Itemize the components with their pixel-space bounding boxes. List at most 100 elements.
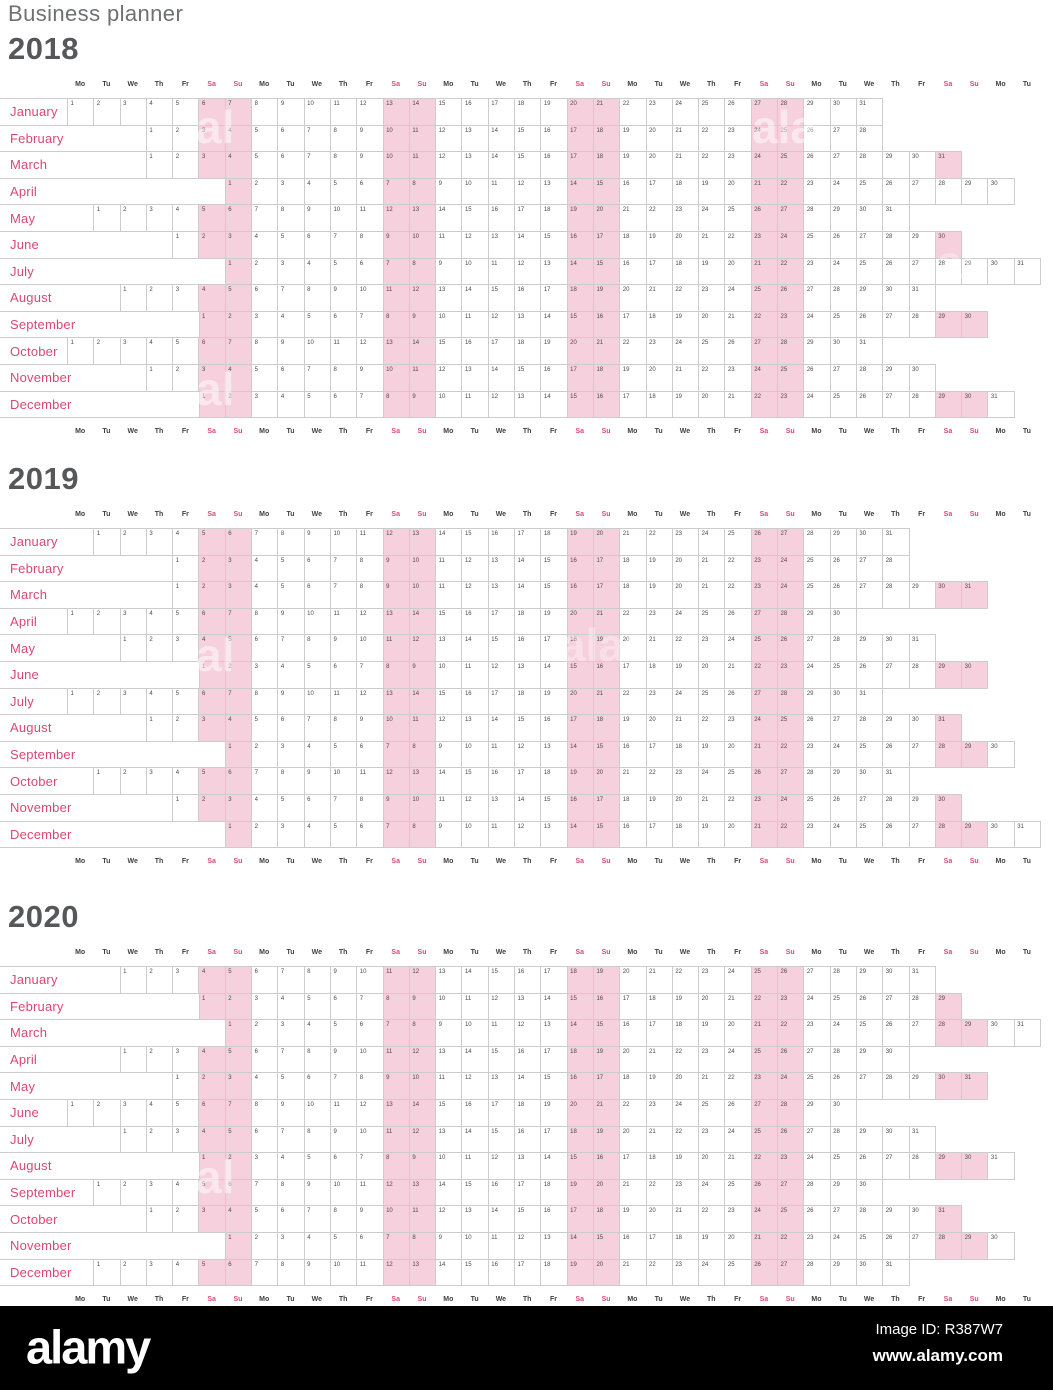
day-cell: 21 [619, 528, 647, 556]
day-cell: 6 [277, 124, 305, 153]
day-cell: 26 [829, 554, 857, 583]
day-cell: 4 [303, 1019, 331, 1047]
day-cell: 31 [987, 1152, 1015, 1180]
day-cell: 27 [777, 528, 805, 556]
day-cell: 13 [435, 1125, 463, 1154]
weekday-label: Th [522, 1295, 532, 1303]
day-cell: 23 [645, 1098, 673, 1127]
day-cell: 14 [435, 1178, 463, 1207]
day-cell: 11 [356, 204, 384, 232]
day-cell: 10 [329, 528, 358, 556]
day-cell: 31 [882, 1258, 910, 1287]
day-cell: 14 [408, 1098, 437, 1127]
day-cell: 3 [119, 607, 147, 636]
day-cell: 3 [277, 740, 305, 769]
day-cell: 30 [829, 1098, 857, 1127]
day-cell: 2 [224, 1152, 253, 1180]
day-cell: 9 [277, 337, 305, 365]
day-cell: 17 [566, 1205, 594, 1233]
day-cell: 11 [382, 1045, 410, 1074]
day-cell: 30 [961, 660, 989, 689]
day-cell: 29 [803, 337, 831, 365]
month-lead: May [0, 634, 121, 662]
month-lead: May [0, 204, 95, 232]
day-cell: 9 [356, 124, 384, 153]
day-cell: 19 [540, 98, 568, 126]
day-cell: 4 [198, 1045, 226, 1074]
day-cell: 15 [566, 660, 594, 689]
day-cell: 15 [514, 124, 542, 153]
day-cell: 15 [540, 1072, 568, 1100]
weekday-label: We [127, 948, 138, 956]
day-cell: 11 [435, 554, 463, 583]
day-cell: 4 [224, 363, 253, 392]
day-cell: 21 [671, 151, 700, 179]
day-cell: 7 [356, 660, 384, 689]
day-cell: 19 [592, 966, 621, 994]
day-cell: 17 [592, 230, 621, 259]
day-cell: 9 [303, 1178, 331, 1207]
day-cell: 6 [329, 390, 358, 419]
day-cell: 29 [829, 1258, 857, 1287]
day-cell: 27 [882, 992, 910, 1021]
day-cell: 15 [566, 1152, 594, 1180]
day-cell: 21 [750, 1019, 779, 1047]
day-cell: 28 [829, 634, 857, 662]
day-cell: 11 [487, 1231, 516, 1260]
day-cell: 9 [303, 1258, 331, 1287]
day-cell: 10 [303, 687, 331, 716]
day-cell: 22 [698, 1205, 726, 1233]
day-cell: 5 [172, 687, 200, 716]
day-cell: 4 [303, 820, 331, 849]
day-cell: 2 [145, 284, 174, 312]
day-cell: 8 [408, 740, 437, 769]
weekday-label: We [311, 1295, 322, 1303]
month-row: February 1 2 3 4 5 6 7 8 9 10 11 12 13 14 15 16 17 18 19 20 2… [0, 992, 1053, 1021]
day-cell: 24 [724, 1125, 752, 1154]
day-cell: 9 [356, 151, 384, 179]
month-row: November 1 2 3 4 5 6 7 8 9 10 11 12 13 14 15 16 17 18 19 20 2… [0, 363, 1053, 392]
weekday-label: Su [601, 427, 611, 435]
weekday-label: We [679, 80, 691, 88]
day-cell: 25 [698, 687, 726, 716]
day-cell: 28 [908, 1152, 936, 1180]
year-grid: January 1 2 3 4 5 6 7 8 9 10 11 12 13 14 15 16 17 18 19 20 21… [0, 98, 1053, 419]
year-section: 2020 Mo Tu We Th Fr Sa Su Mo Tu We Th Fr Sa Su Mo Tu We Th… [0, 900, 1053, 1305]
day-cell: 8 [277, 204, 305, 232]
weekday-label: Sa [391, 427, 400, 435]
day-cell: 10 [461, 1231, 489, 1260]
day-cell: 10 [382, 363, 410, 392]
day-cell: 27 [855, 554, 884, 583]
day-cell: 27 [882, 390, 910, 419]
day-cell: 26 [855, 310, 884, 339]
weekday-label: Th [891, 510, 900, 518]
weekday-label: Fr [918, 427, 926, 435]
weekday-label: Tu [102, 510, 111, 518]
day-cell: 11 [487, 740, 516, 769]
day-cell: 3 [145, 204, 174, 232]
day-cell: 20 [671, 554, 700, 583]
day-cell: 20 [671, 230, 700, 259]
day-cell: 19 [645, 230, 673, 259]
day-cell: 26 [777, 966, 805, 994]
weekday-label: Su [233, 427, 243, 435]
month-label: November [10, 370, 72, 386]
day-cell: 18 [619, 581, 647, 609]
day-cell: 18 [566, 284, 594, 312]
day-cell: 19 [645, 581, 673, 609]
day-cell: 7 [382, 820, 410, 849]
day-cell: 17 [487, 607, 516, 636]
day-cell: 8 [329, 1205, 358, 1233]
day-cell: 3 [277, 177, 305, 206]
weekday-label: Th [522, 510, 532, 518]
day-cell: 28 [908, 992, 936, 1021]
month-label: January [10, 104, 58, 120]
day-cell: 5 [172, 98, 200, 126]
weekday-label: Su [601, 510, 611, 518]
day-cell: 15 [435, 607, 463, 636]
weekday-label: We [679, 1295, 691, 1303]
day-cell: 13 [487, 554, 516, 583]
weekday-label: Tu [1022, 510, 1031, 518]
month-lead: July [0, 1125, 121, 1154]
day-cell: 20 [566, 607, 594, 636]
